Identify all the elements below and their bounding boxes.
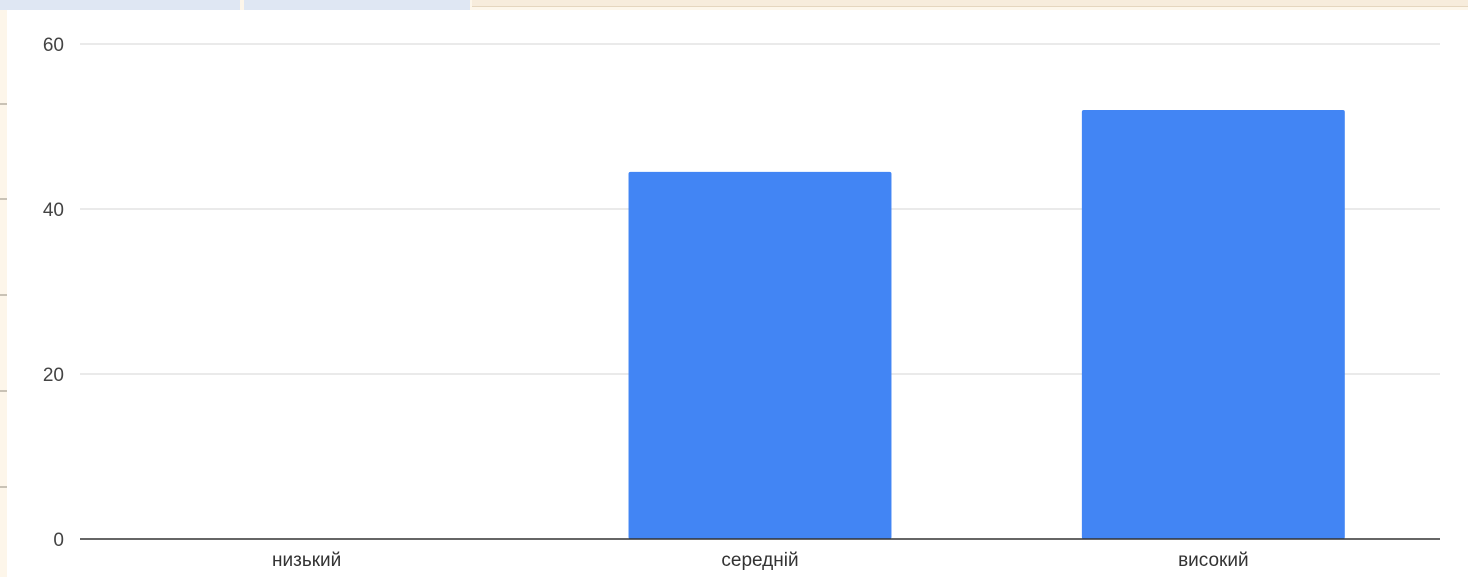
y-tick-label: 60 xyxy=(43,35,64,56)
y-tick-label: 40 xyxy=(43,200,64,221)
x-category-label: низький xyxy=(272,550,341,571)
background-toolbar-strip xyxy=(472,0,1468,7)
ruler-tick xyxy=(0,486,7,488)
bar xyxy=(628,171,892,539)
y-tick-label: 0 xyxy=(53,530,64,551)
background-tab-strip xyxy=(244,0,470,10)
labels: 0 20 40 60 низький середній високий xyxy=(43,35,1249,571)
bars xyxy=(628,110,1345,539)
y-tick-label: 20 xyxy=(43,365,64,386)
ruler-tick xyxy=(0,103,7,105)
background-tab-strip xyxy=(0,0,240,10)
ruler-tick xyxy=(0,198,7,200)
ruler-tick xyxy=(0,294,7,296)
x-category-label: середній xyxy=(721,550,798,571)
bar xyxy=(1081,110,1345,539)
ruler-tick xyxy=(0,390,7,392)
x-category-label: високий xyxy=(1178,550,1249,571)
